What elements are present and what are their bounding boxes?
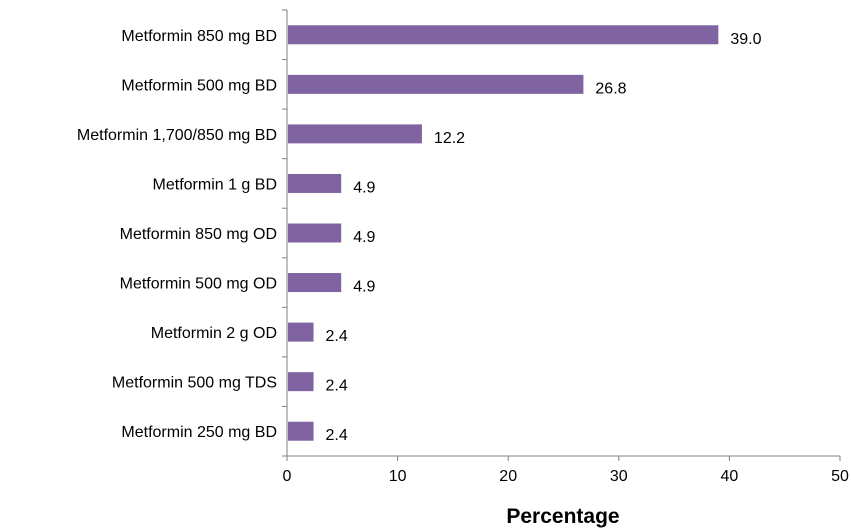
axes-layer — [282, 9, 841, 461]
category-label: Metformin 500 mg TDS — [112, 375, 277, 392]
data-label: 2.4 — [326, 328, 348, 345]
category-label: Metformin 1 g BD — [153, 176, 277, 193]
bar — [288, 223, 342, 243]
category-label: Metformin 250 mg BD — [121, 424, 277, 441]
category-label: Metformin 850 mg BD — [121, 28, 277, 45]
bars-layer — [288, 25, 719, 441]
x-axis-title: Percentage — [506, 505, 619, 528]
category-label: Metformin 1,700/850 mg BD — [77, 127, 277, 144]
bar — [288, 273, 342, 293]
data-label: 4.9 — [353, 279, 375, 296]
category-label: Metformin 850 mg OD — [120, 226, 277, 243]
labels-layer: 0 10 20 30 40 50 Metformin 850 mg BD 39.0 Metfor… — [77, 28, 849, 485]
bar — [288, 173, 342, 193]
data-label: 26.8 — [595, 80, 626, 97]
data-label: 12.2 — [434, 130, 465, 147]
bar — [288, 124, 422, 144]
data-label: 2.4 — [326, 378, 348, 395]
bar — [288, 25, 719, 45]
data-label: 39.0 — [730, 31, 761, 48]
x-tick-label: 10 — [389, 468, 407, 485]
bar — [288, 421, 314, 441]
bar — [288, 74, 584, 94]
x-tick-label: 30 — [610, 468, 628, 485]
x-tick-label: 40 — [721, 468, 739, 485]
category-label: Metformin 500 mg OD — [120, 276, 277, 293]
bar — [288, 372, 314, 392]
x-tick-label: 50 — [831, 468, 849, 485]
x-tick-label: 0 — [283, 468, 292, 485]
data-label: 2.4 — [326, 427, 348, 444]
bar — [288, 322, 314, 342]
data-label: 4.9 — [353, 229, 375, 246]
category-label: Metformin 2 g OD — [151, 325, 277, 342]
x-tick-label: 20 — [499, 468, 517, 485]
category-label: Metformin 500 mg BD — [121, 77, 277, 94]
data-label: 4.9 — [353, 179, 375, 196]
